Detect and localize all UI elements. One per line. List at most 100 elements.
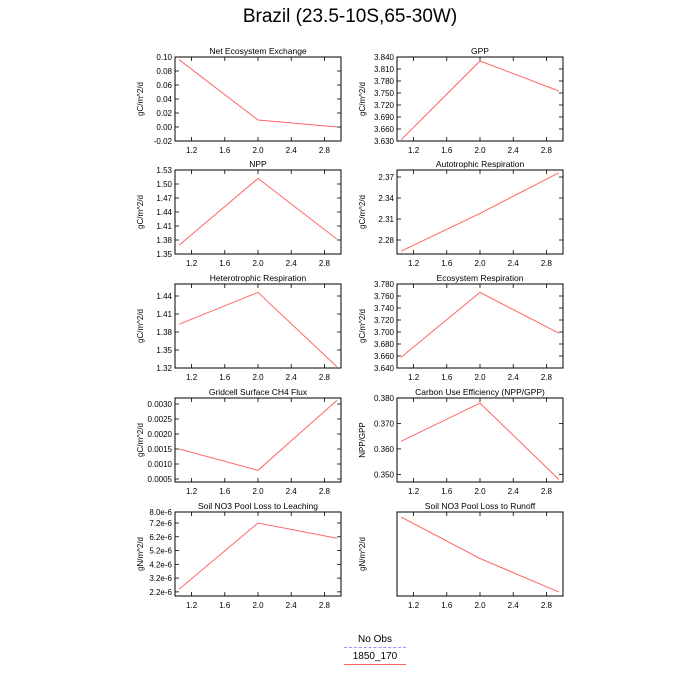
- panel-1-frame: [174, 56, 342, 142]
- panel-7-ytick-label: 0.0030: [148, 400, 173, 409]
- panel-10-xtick-label: 1.2: [408, 601, 420, 610]
- panel-1-xtick-label: 1.6: [219, 146, 231, 155]
- panel-5-ylabel: gC/m^2/d: [136, 309, 145, 343]
- panel-6-xtick-label: 1.2: [408, 373, 420, 382]
- panel-5-xtick-label: 2.0: [252, 373, 264, 382]
- panel-7-xtick-label: 1.6: [219, 487, 231, 496]
- panel-7-xtick-label: 2.4: [286, 487, 298, 496]
- panel-3-ytick-label: 1.41: [156, 222, 172, 231]
- panel-7-title: Gridcell Surface CH4 Flux: [209, 387, 308, 397]
- panel-8-ytick-label: 0.360: [374, 445, 395, 454]
- panel-9-series-line: [178, 522, 337, 590]
- panel-1-ytick-label: -0.02: [154, 137, 173, 146]
- panel-3-ytick-label: 1.47: [156, 194, 172, 203]
- panel-1-ytick-label: 0.08: [156, 67, 172, 76]
- panel-8-ytick-label: 0.350: [374, 470, 395, 479]
- panel-3-xtick-label: 1.6: [219, 259, 231, 268]
- panel-7-frame: [174, 397, 342, 483]
- panel-2-ytick-label: 3.840: [374, 53, 395, 62]
- panel-6-ytick-label: 3.640: [374, 364, 395, 373]
- panel-6-ytick-label: 3.740: [374, 304, 395, 313]
- panel-4-title: Autotrophic Respiration: [436, 159, 525, 169]
- panel-4-ytick-label: 2.37: [378, 173, 394, 182]
- panel-1-xtick-label: 2.0: [252, 146, 264, 155]
- panel-3-xtick-label: 1.2: [186, 259, 198, 268]
- panel-2-ytick-label: 3.690: [374, 113, 395, 122]
- panel-9-frame: [174, 511, 342, 597]
- panel-9-ytick-label: 6.2e-6: [149, 533, 172, 542]
- panel-9-title: Soil NO3 Pool Loss to Leaching: [198, 501, 318, 511]
- figure-title: Brazil (23.5-10S,65-30W): [242, 6, 458, 27]
- panel-5-xtick-label: 1.2: [186, 373, 198, 382]
- panel-5-title: Heterotrophic Respiration: [210, 273, 307, 283]
- panel-3-frame: [174, 169, 342, 255]
- panel-3-series-line: [178, 177, 338, 246]
- panel-8-frame: [396, 397, 564, 483]
- panel-3-xtick-label: 2.4: [286, 259, 298, 268]
- panel-7-xtick-label: 1.2: [186, 487, 198, 496]
- panel-3-ylabel: gC/m^2/d: [136, 195, 145, 229]
- panel-9-xtick-label: 2.0: [252, 601, 264, 610]
- panel-9-ytick-label: 2.2e-6: [149, 588, 172, 597]
- panel-2-ytick-label: 3.720: [374, 101, 395, 110]
- panel-8-xtick-label: 1.6: [441, 487, 453, 496]
- panel-4-ytick-label: 2.28: [378, 236, 394, 245]
- panel-2-ylabel: gC/m^2/d: [358, 82, 367, 116]
- panel-4-xtick-label: 1.2: [408, 259, 420, 268]
- panel-5-xtick-label: 2.8: [319, 373, 331, 382]
- panel-1-ytick-label: 0.10: [156, 53, 172, 62]
- panel-3-xtick-label: 2.0: [252, 259, 264, 268]
- panel-3-title: NPP: [249, 159, 267, 169]
- panel-2-xtick-label: 2.0: [474, 146, 486, 155]
- panel-2-ytick-label: 3.750: [374, 89, 395, 98]
- panel-8-series-line: [400, 402, 560, 480]
- panel-4-xtick-label: 2.0: [474, 259, 486, 268]
- panel-3-xtick-label: 2.8: [319, 259, 331, 268]
- panel-2-xtick-label: 1.6: [441, 146, 453, 155]
- panel-2-ytick-label: 3.810: [374, 65, 395, 74]
- panel-1-ytick-label: 0.04: [156, 95, 172, 104]
- panel-7-ytick-label: 0.0015: [148, 445, 173, 454]
- panel-1-ytick-label: 0.02: [156, 109, 172, 118]
- panel-4-ylabel: gC/m^2/d: [358, 195, 367, 229]
- panel-1-ylabel: gC/m^2/d: [136, 82, 145, 116]
- panel-6-title: Ecosystem Respiration: [437, 273, 524, 283]
- panel-10-title: Soil NO3 Pool Loss to Runoff: [425, 501, 536, 511]
- panel-5-frame: [174, 283, 342, 369]
- panel-8-xtick-label: 2.0: [474, 487, 486, 496]
- panel-3-ytick-label: 1.53: [156, 166, 172, 175]
- panel-6-ytick-label: 3.720: [374, 316, 395, 325]
- panel-9-xtick-label: 2.8: [319, 601, 331, 610]
- panel-6-xtick-label: 2.4: [508, 373, 520, 382]
- panel-1-ytick-label: 0.00: [156, 123, 172, 132]
- panel-6-frame: [396, 283, 564, 369]
- panel-7-ytick-label: 0.0025: [148, 415, 173, 424]
- panel-9-ytick-label: 8.0e-6: [149, 508, 172, 517]
- panel-1-xtick-label: 2.8: [319, 146, 331, 155]
- panel-5-ytick-label: 1.38: [156, 328, 172, 337]
- panel-2-ytick-label: 3.660: [374, 125, 395, 134]
- legend-swatch-run: [344, 664, 406, 665]
- panel-8-title: Carbon Use Efficiency (NPP/GPP): [415, 387, 545, 397]
- panel-2-xtick-label: 1.2: [408, 146, 420, 155]
- panel-2-frame: [396, 56, 564, 142]
- panel-8-ytick-label: 0.370: [374, 419, 395, 428]
- panel-7-ytick-label: 0.0010: [148, 460, 173, 469]
- panel-4-xtick-label: 2.4: [508, 259, 520, 268]
- panel-6-ytick-label: 3.760: [374, 292, 395, 301]
- panel-4-xtick-label: 1.6: [441, 259, 453, 268]
- panel-6-xtick-label: 2.8: [541, 373, 553, 382]
- panel-5-ytick-label: 1.44: [156, 292, 172, 301]
- panel-1-xtick-label: 2.4: [286, 146, 298, 155]
- panel-6-xtick-label: 2.0: [474, 373, 486, 382]
- panel-5-ytick-label: 1.41: [156, 310, 172, 319]
- panel-3-ytick-label: 1.44: [156, 208, 172, 217]
- panel-6-ylabel: gC/m^2/d: [358, 309, 367, 343]
- panel-10-ylabel: gN/m^2/d: [358, 537, 367, 571]
- panel-8-ylabel: NPP/GPP: [358, 422, 367, 458]
- panel-9-xtick-label: 1.6: [219, 601, 231, 610]
- legend-label-no-obs: No Obs: [358, 634, 392, 645]
- panel-6-ytick-label: 3.700: [374, 328, 395, 337]
- panel-2-xtick-label: 2.8: [541, 146, 553, 155]
- panel-7-ytick-label: 0.0020: [148, 430, 173, 439]
